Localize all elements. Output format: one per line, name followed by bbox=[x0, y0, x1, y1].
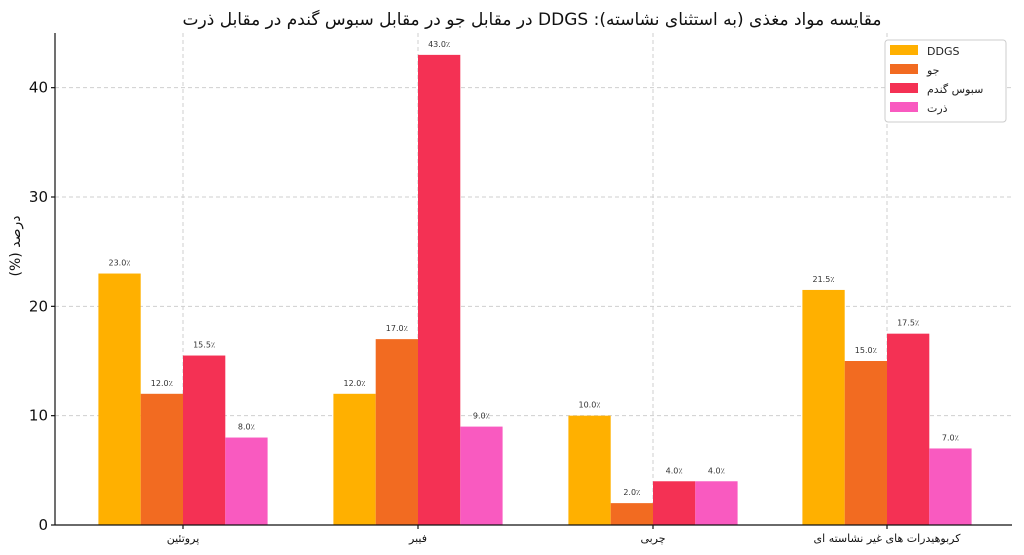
bar bbox=[568, 415, 611, 525]
y-tick-label: 20 bbox=[29, 297, 48, 315]
x-tick-label: پروتئین bbox=[167, 532, 200, 545]
data-label: 4.0٪ bbox=[708, 466, 725, 475]
bar bbox=[887, 333, 930, 525]
legend-swatch bbox=[890, 64, 918, 74]
data-label: 12.0٪ bbox=[151, 379, 173, 388]
legend-label: DDGS bbox=[927, 45, 959, 58]
x-tick-label: فیبر bbox=[408, 532, 427, 545]
data-label: 17.0٪ bbox=[386, 324, 408, 333]
legend-box bbox=[884, 39, 1007, 123]
chart-title: مقایسه مواد مغذی (به استثنای نشاسته): DD… bbox=[183, 9, 882, 30]
bar bbox=[695, 481, 738, 525]
bar bbox=[333, 393, 376, 525]
data-label: 15.0٪ bbox=[855, 346, 877, 355]
bar bbox=[610, 503, 653, 525]
data-labels: 23.0٪ 12.0٪ 10.0٪ 21.5٪ 12.0٪ 17.0٪ 2.0٪ 15.0٪ 1… bbox=[108, 40, 958, 497]
y-tick-label: 30 bbox=[29, 188, 48, 206]
bar bbox=[802, 289, 845, 525]
y-tick-label: 10 bbox=[29, 407, 48, 425]
data-label: 15.5٪ bbox=[193, 341, 215, 350]
data-label: 43.0٪ bbox=[428, 40, 450, 49]
legend-label: سبوس گندم bbox=[927, 83, 983, 96]
legend-swatch bbox=[890, 83, 918, 93]
bar bbox=[183, 355, 226, 525]
bar bbox=[929, 448, 972, 525]
data-label: 8.0٪ bbox=[238, 423, 255, 432]
data-label: 9.0٪ bbox=[473, 412, 490, 421]
bar bbox=[844, 361, 887, 525]
data-label: 2.0٪ bbox=[623, 488, 640, 497]
legend-label: ذرت bbox=[927, 102, 948, 115]
bar bbox=[225, 437, 268, 525]
legend-swatch bbox=[890, 102, 918, 112]
data-label: 4.0٪ bbox=[666, 466, 683, 475]
bar bbox=[460, 426, 503, 525]
data-label: 12.0٪ bbox=[343, 379, 365, 388]
y-tick-label: 40 bbox=[29, 79, 48, 97]
bar bbox=[653, 481, 696, 525]
bar bbox=[98, 273, 141, 525]
data-label: 7.0٪ bbox=[942, 433, 959, 442]
bar bbox=[375, 339, 418, 525]
bar bbox=[418, 54, 461, 525]
legend-label: جو bbox=[926, 64, 939, 77]
x-tick-label: چربی bbox=[640, 532, 665, 545]
bar bbox=[140, 393, 183, 525]
data-label: 23.0٪ bbox=[108, 259, 130, 268]
data-label: 10.0٪ bbox=[578, 401, 600, 410]
y-tick-label: 0 bbox=[38, 516, 48, 534]
legend-swatch bbox=[890, 45, 918, 55]
legend: DDGS جو سبوس گندم ذرت bbox=[884, 39, 1007, 123]
data-label: 21.5٪ bbox=[812, 275, 834, 284]
x-tick-label: کربوهیدرات های غیر نشاسته ای bbox=[814, 532, 962, 545]
data-label: 17.5٪ bbox=[897, 319, 919, 328]
axes: 0 10 20 30 40 پروتئین فیبر چربی کربوهیدرات های غ… bbox=[29, 33, 1012, 545]
y-axis-label: درصد (%) bbox=[8, 216, 24, 277]
bars bbox=[98, 54, 972, 525]
